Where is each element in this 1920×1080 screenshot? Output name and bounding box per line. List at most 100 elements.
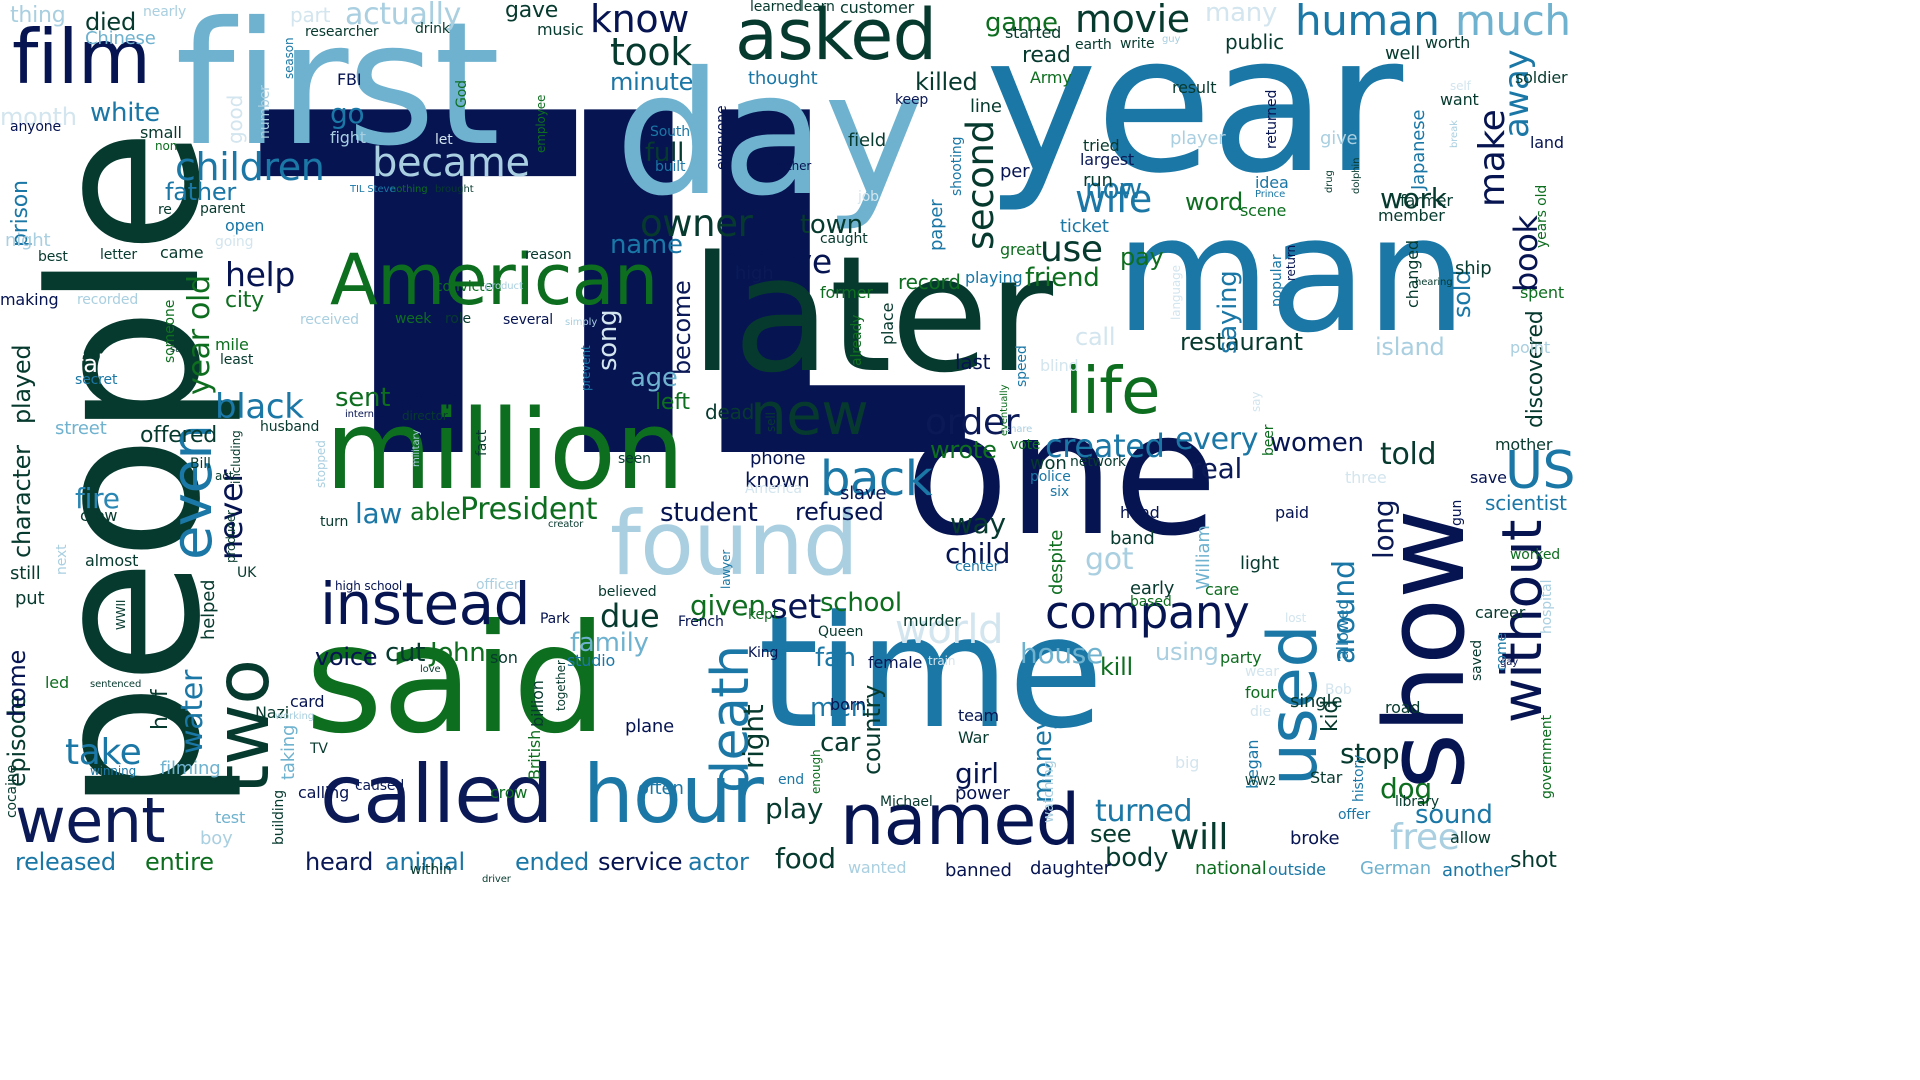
word-dog: dog [1380, 772, 1432, 805]
word-sell: sell [764, 412, 778, 432]
word-sentenced: sentenced [90, 679, 142, 690]
word-allowed: allowed [1333, 600, 1352, 661]
word-broke: broke [1290, 828, 1340, 849]
word-soldier: soldier [1515, 68, 1568, 87]
word-ticket: ticket [1060, 216, 1109, 237]
word-job: job [858, 189, 879, 205]
word-president: President [460, 492, 598, 527]
word-turned: turned [1095, 794, 1193, 829]
word-gave: gave [505, 0, 559, 23]
word-changed: changed [1403, 240, 1422, 308]
word-believed: believed [598, 584, 657, 600]
word-nearly: nearly [143, 4, 187, 20]
word-husband: husband [260, 419, 320, 435]
word-nazi: Nazi [255, 703, 289, 722]
word-within: within [410, 862, 452, 878]
word-high-school: high school [335, 579, 403, 593]
word-led: led [45, 673, 69, 692]
word-gay: gay [1500, 657, 1519, 668]
word-well: well [1385, 43, 1421, 64]
word-team: team [958, 706, 999, 725]
word-caught: caught [820, 231, 868, 247]
word-already: already [849, 315, 865, 367]
word-end: end [778, 772, 804, 788]
word-town: town [800, 210, 863, 240]
word-lawyer: lawyer [719, 550, 733, 590]
word-convicted: convicted [435, 279, 502, 295]
word-word: word [1185, 188, 1244, 216]
word-sound: sound [1415, 800, 1493, 830]
word-cocaine: cocaine [4, 765, 20, 818]
word-japanese: Japanese [1408, 110, 1429, 191]
word-time: time [758, 582, 1104, 763]
word-customer: customer [840, 0, 915, 17]
word-know: know [590, 0, 689, 41]
word-created: created [1045, 427, 1165, 465]
word-refused: refused [795, 498, 884, 526]
word-thought: thought [748, 68, 818, 89]
word-name: name [610, 230, 683, 260]
word-last: last [955, 350, 991, 374]
word-military: military [411, 430, 422, 468]
word-scene: scene [1240, 201, 1287, 220]
word-killed: killed [915, 68, 978, 96]
word-full: full [645, 138, 685, 168]
word-heard: heard [305, 848, 374, 876]
word-die: die [1250, 704, 1271, 720]
word-TIL-T: TIL [258, 16, 978, 563]
word-away: away [1497, 50, 1537, 139]
word-creator: creator [548, 519, 584, 530]
word-life: life [1065, 355, 1161, 429]
word-network: network [1070, 454, 1126, 470]
word-live: live [775, 242, 832, 281]
word-enough: enough [809, 750, 823, 795]
word-men: men [810, 693, 868, 723]
word-watching: watching [1041, 760, 1057, 823]
word-fake: fake [75, 350, 126, 378]
word-michael: Michael [880, 794, 933, 810]
word-put: put [15, 588, 45, 609]
word-sent: sent [335, 383, 391, 413]
word-anyone: anyone [10, 119, 61, 135]
word-part: part [290, 3, 331, 27]
word-stopped: stopped [314, 440, 328, 488]
word-write: write [1120, 36, 1155, 52]
word-take: take [65, 732, 142, 773]
word-dolphin: dolphin [1351, 158, 1362, 195]
word-power: power [955, 783, 1010, 804]
word-simply: simply [565, 317, 598, 328]
word-wife: wife [1075, 177, 1152, 221]
word-train: train [928, 654, 956, 668]
word-million: million [325, 386, 685, 514]
word-returned: returned [1264, 90, 1280, 150]
word-say: say [1249, 392, 1263, 413]
word-one: one [905, 376, 1218, 574]
word-fire: fire [75, 482, 120, 515]
word-fbi: FBI [337, 70, 362, 89]
word-girl: girl [955, 757, 999, 790]
word-crow: crow [490, 783, 528, 802]
word-player: player [1170, 128, 1226, 149]
word-hearing: hearing [1415, 277, 1453, 288]
word-employee: employee [534, 95, 548, 154]
word-kill: kill [1100, 653, 1133, 681]
word-world: world [895, 607, 1004, 653]
word-least: least [220, 352, 254, 368]
word-movie: movie [1075, 0, 1190, 41]
word-fight: fight [330, 128, 366, 147]
word-former: former [820, 283, 873, 302]
word-three: three [1345, 468, 1387, 487]
word-letter: letter [100, 247, 138, 263]
word-internet: internet [345, 409, 384, 420]
word-army: Army [1030, 68, 1072, 87]
word-offered: offered [140, 423, 218, 448]
word-thing: thing [10, 3, 66, 28]
word-built: built [655, 159, 686, 175]
word-became: became [372, 140, 530, 186]
word-kept: kept [748, 607, 779, 623]
word-center: center [955, 559, 1000, 575]
word-instead: instead [320, 570, 530, 638]
word-discovered: discovered [1523, 310, 1548, 428]
word-using: using [1155, 638, 1219, 666]
word-playing: playing [965, 268, 1023, 287]
